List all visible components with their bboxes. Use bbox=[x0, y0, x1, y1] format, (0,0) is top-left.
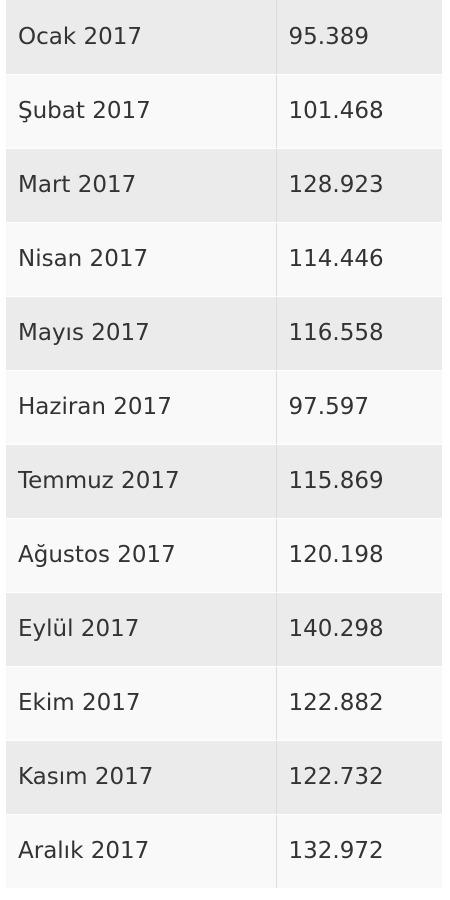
value-cell: 95.389 bbox=[276, 0, 442, 75]
value-cell: 116.558 bbox=[276, 296, 442, 371]
month-cell: Şubat 2017 bbox=[6, 74, 277, 149]
table-body: Ocak 2017 95.389 Şubat 2017 101.468 Mart 201… bbox=[6, 0, 442, 889]
table-row: Ocak 2017 95.389 bbox=[6, 0, 442, 75]
value-cell: 120.198 bbox=[276, 518, 442, 593]
month-cell: Temmuz 2017 bbox=[6, 444, 277, 519]
month-cell: Ekim 2017 bbox=[6, 666, 277, 741]
table-row: Mayıs 2017 116.558 bbox=[6, 296, 442, 371]
table-row: Temmuz 2017 115.869 bbox=[6, 444, 442, 519]
month-cell: Mart 2017 bbox=[6, 148, 277, 223]
value-cell: 122.882 bbox=[276, 666, 442, 741]
month-cell: Ağustos 2017 bbox=[6, 518, 277, 593]
value-cell: 115.869 bbox=[276, 444, 442, 519]
month-cell: Mayıs 2017 bbox=[6, 296, 277, 371]
value-cell: 101.468 bbox=[276, 74, 442, 149]
month-cell: Eylül 2017 bbox=[6, 592, 277, 667]
table-row: Şubat 2017 101.468 bbox=[6, 74, 442, 149]
month-cell: Nisan 2017 bbox=[6, 222, 277, 297]
value-cell: 132.972 bbox=[276, 814, 442, 889]
table-row: Ekim 2017 122.882 bbox=[6, 666, 442, 741]
table-row: Ağustos 2017 120.198 bbox=[6, 518, 442, 593]
value-cell: 114.446 bbox=[276, 222, 442, 297]
table-row: Mart 2017 128.923 bbox=[6, 148, 442, 223]
month-cell: Aralık 2017 bbox=[6, 814, 277, 889]
month-cell: Kasım 2017 bbox=[6, 740, 277, 815]
value-cell: 97.597 bbox=[276, 370, 442, 445]
value-cell: 140.298 bbox=[276, 592, 442, 667]
month-cell: Ocak 2017 bbox=[6, 0, 277, 75]
table-row: Nisan 2017 114.446 bbox=[6, 222, 442, 297]
table-row: Kasım 2017 122.732 bbox=[6, 740, 442, 815]
value-cell: 128.923 bbox=[276, 148, 442, 223]
month-cell: Haziran 2017 bbox=[6, 370, 277, 445]
table-row: Aralık 2017 132.972 bbox=[6, 814, 442, 889]
value-cell: 122.732 bbox=[276, 740, 442, 815]
data-table: Ocak 2017 95.389 Şubat 2017 101.468 Mart 201… bbox=[6, 0, 442, 889]
table-row: Haziran 2017 97.597 bbox=[6, 370, 442, 445]
table-row: Eylül 2017 140.298 bbox=[6, 592, 442, 667]
